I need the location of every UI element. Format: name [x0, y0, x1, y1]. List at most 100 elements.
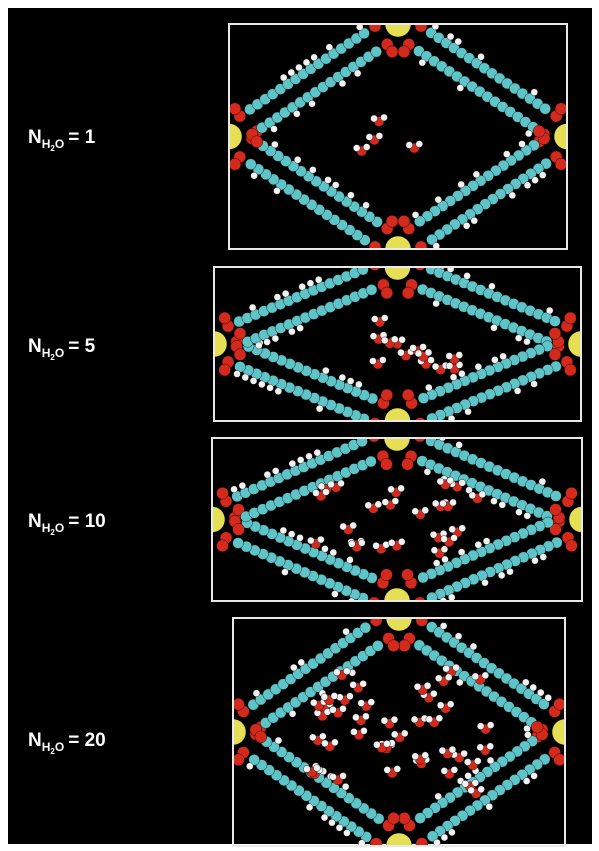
hydrogen-atom	[515, 335, 522, 342]
hydrogen-atom	[545, 694, 552, 701]
label-sub: O	[55, 740, 64, 754]
carbon-atom	[365, 456, 376, 467]
water-hydrogen	[464, 759, 471, 766]
carbon-atom	[371, 46, 382, 57]
oxygen-atom	[255, 731, 267, 743]
hydrogen-atom	[465, 408, 472, 415]
hydrogen-atom	[258, 381, 265, 388]
hydrogen-atom	[271, 141, 278, 148]
water-hydrogen	[398, 485, 405, 492]
hydrogen-atom	[475, 541, 482, 548]
water-hydrogen	[412, 753, 419, 760]
hydrogen-atom	[458, 549, 465, 556]
hydrogen-atom	[539, 172, 546, 179]
water-hydrogen	[338, 480, 345, 487]
oxygen-atom	[219, 312, 231, 324]
hydrogen-atom	[499, 501, 506, 508]
oxygen-atom	[564, 364, 576, 376]
water-hydrogen	[477, 744, 484, 751]
oxygen-atom	[217, 540, 229, 552]
hydrogen-atom	[515, 509, 522, 516]
hydrogen-atom	[331, 591, 338, 598]
water-hydrogen	[422, 752, 429, 759]
hydrogen-atom	[456, 441, 463, 448]
hydrogen-atom	[275, 388, 282, 395]
label-rest: = 10	[68, 511, 106, 532]
hydrogen-atom	[441, 834, 448, 841]
carbon-atom	[245, 159, 256, 170]
water-hydrogen	[449, 746, 456, 753]
hydrogen-atom	[531, 557, 538, 564]
water-hydrogen	[313, 765, 320, 772]
hydrogen-atom	[425, 384, 432, 391]
water-hydrogen	[318, 483, 325, 490]
hydrogen-atom	[322, 367, 329, 374]
label-sub: H	[42, 740, 51, 754]
oxygen-atom	[565, 540, 577, 552]
water-hydrogen	[436, 715, 443, 722]
hydrogen-atom	[264, 471, 271, 478]
oxygen-atom	[232, 754, 244, 766]
hydrogen-atom	[531, 380, 538, 387]
water-hydrogen	[360, 727, 367, 734]
hydrogen-atom	[463, 222, 470, 229]
label-sub: O	[55, 137, 64, 151]
hydrogen-atom	[524, 512, 531, 519]
water-hydrogen	[381, 314, 388, 321]
water-hydrogen	[472, 779, 479, 786]
hydrogen-atom	[486, 803, 493, 810]
water-hydrogen	[343, 668, 350, 675]
water-hydrogen	[348, 540, 355, 547]
water-hydrogen	[330, 773, 337, 780]
hydrogen-atom	[234, 370, 241, 377]
water-hydrogen	[362, 713, 369, 720]
carbon-atom	[550, 490, 561, 501]
water-hydrogen	[430, 531, 437, 538]
hydrogen-atom	[448, 829, 455, 836]
hydrogen-atom	[525, 130, 532, 137]
hydrogen-atom	[433, 560, 440, 567]
hydrogen-atom	[347, 192, 354, 199]
hydrogen-atom	[355, 381, 362, 388]
hydrogen-atom	[343, 628, 350, 635]
water-hydrogen	[329, 706, 336, 713]
water-hydrogen	[331, 692, 338, 699]
hydrogen-atom	[321, 814, 328, 821]
water-hydrogen	[323, 489, 330, 496]
hydrogen-atom	[293, 110, 300, 117]
hydrogen-atom	[539, 478, 546, 485]
hydrogen-atom	[524, 731, 531, 738]
oxygen-atom	[381, 287, 393, 299]
oxygen-atom	[555, 158, 567, 170]
water-hydrogen	[371, 315, 378, 322]
hydrogen-atom	[424, 468, 431, 475]
hydrogen-atom	[465, 772, 472, 779]
hydrogen-atom	[321, 545, 328, 552]
oxygen-atom	[531, 721, 543, 733]
oxygen-atom	[229, 103, 241, 115]
water-hydrogen	[459, 525, 466, 532]
hydrogen-atom	[290, 664, 297, 671]
label-sub: H	[42, 521, 51, 535]
hydrogen-atom	[354, 70, 361, 77]
water-hydrogen	[478, 786, 485, 793]
hydrogen-atom	[509, 192, 516, 199]
water-hydrogen	[443, 665, 450, 672]
hydrogen-atom	[456, 679, 463, 686]
water-hydrogen	[441, 535, 448, 542]
hydrogen-atom	[309, 100, 316, 107]
water-hydrogen	[307, 537, 314, 544]
water-hydrogen	[392, 498, 399, 505]
water-hydrogen	[445, 674, 452, 681]
water-hydrogen	[369, 358, 376, 365]
water-hydrogen	[340, 523, 347, 530]
water-hydrogen	[388, 539, 395, 546]
water-hydrogen	[376, 132, 383, 139]
water-hydrogen	[401, 730, 408, 737]
hydrogen-atom	[342, 783, 349, 790]
hydrogen-atom	[487, 757, 494, 764]
hydrogen-atom	[522, 679, 529, 686]
water-hydrogen	[453, 664, 460, 671]
hydrogen-atom	[482, 579, 489, 586]
water-hydrogen	[424, 682, 431, 689]
